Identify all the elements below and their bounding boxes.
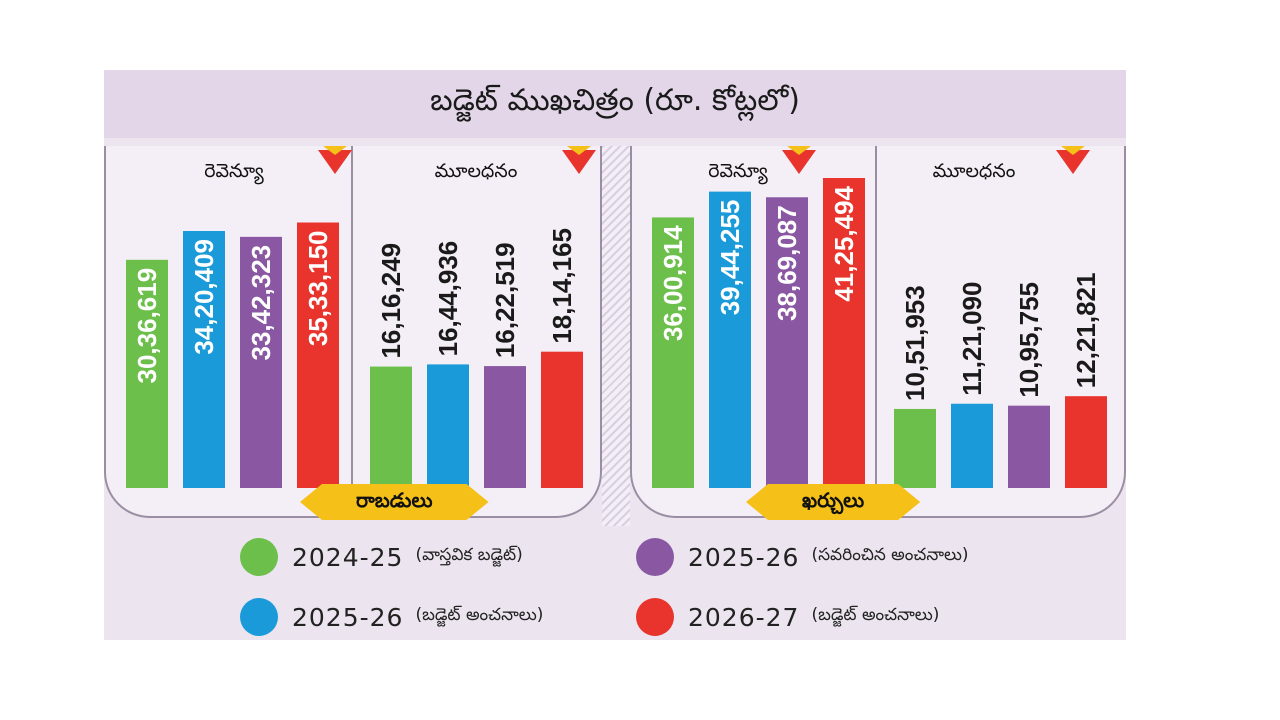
bar-value-label: 16,22,519 <box>490 242 520 358</box>
bar-value-label: 10,95,755 <box>1014 282 1044 398</box>
bar-value-label: 34,20,409 <box>189 239 219 355</box>
bar <box>541 351 583 488</box>
expenditure-section-divider <box>875 146 877 490</box>
bar <box>484 366 526 488</box>
bar <box>652 217 694 488</box>
legend-desc: (సవరించిన అంచనాలు) <box>811 545 969 565</box>
bar-value-label: 30,36,619 <box>132 268 162 384</box>
income-banner: రాబడులు <box>300 484 489 520</box>
legend-swatch <box>240 598 278 636</box>
bar <box>370 366 412 488</box>
legend-item: 2025-26 (సవరించిన అంచనాలు) <box>636 538 969 576</box>
bar-value-label: 35,33,150 <box>303 231 333 347</box>
down-arrow-icon <box>782 146 816 174</box>
down-arrow-icon <box>1056 146 1090 174</box>
expenditure-capital-label: మూలధనం <box>932 160 1016 182</box>
bar-value-label: 12,21,821 <box>1071 273 1101 389</box>
legend-desc: (బడ్జెట్ అంచనాలు) <box>811 605 940 625</box>
down-arrow-icon <box>562 146 596 174</box>
bar <box>427 364 469 488</box>
legend-item: 2024-25 (వాస్తవిక బడ్జెట్) <box>240 538 523 576</box>
bar-value-label: 16,16,249 <box>376 243 406 359</box>
income-section-divider <box>351 146 353 490</box>
bar <box>297 222 339 488</box>
bar-value-label: 10,51,953 <box>900 285 930 401</box>
budget-infographic: బడ్జెట్ ముఖచిత్రం (రూ. కోట్లలో) రెవెన్యూ… <box>104 70 1126 640</box>
bar <box>240 236 282 488</box>
bar <box>709 191 751 488</box>
bar-value-label: 16,44,936 <box>433 241 463 357</box>
bar <box>126 259 168 488</box>
bar <box>766 197 808 488</box>
bar-value-label: 38,69,087 <box>772 205 802 321</box>
panel-separator <box>602 146 630 526</box>
bar-value-label: 36,00,914 <box>658 225 688 341</box>
legend: 2024-25 (వాస్తవిక బడ్జెట్) 2025-26 (సవరి… <box>104 536 1126 640</box>
bar-value-label: 39,44,255 <box>715 200 745 316</box>
income-capital-label: మూలధనం <box>434 160 518 182</box>
legend-year: 2026-27 <box>688 602 800 632</box>
expenditure-banner: ఖర్చులు <box>746 484 920 520</box>
bar <box>823 178 865 488</box>
bar-value-label: 33,42,323 <box>246 245 276 361</box>
legend-item: 2026-27 (బడ్జెట్ అంచనాలు) <box>636 598 939 636</box>
bar <box>183 230 225 488</box>
bar-chart: 30,36,619 34,20,409 33,42,323 35,33,150 16,1… <box>126 178 1107 488</box>
legend-desc: (వాస్తవిక బడ్జెట్) <box>415 545 523 565</box>
income-revenue-label: రెవెన్యూ <box>204 160 264 182</box>
bar <box>894 408 936 488</box>
legend-year: 2025-26 <box>688 542 800 572</box>
legend-item: 2025-26 (బడ్జెట్ అంచనాలు) <box>240 598 543 636</box>
legend-desc: (బడ్జెట్ అంచనాలు) <box>415 605 544 625</box>
legend-swatch <box>636 598 674 636</box>
bar <box>1008 405 1050 488</box>
chart-title: బడ్జెట్ ముఖచిత్రం (రూ. కోట్లలో) <box>104 70 1126 138</box>
down-arrow-icon <box>318 146 352 174</box>
bar <box>1065 396 1107 488</box>
bar-value-label: 41,25,494 <box>829 185 859 301</box>
legend-year: 2025-26 <box>292 602 404 632</box>
legend-swatch <box>240 538 278 576</box>
legend-year: 2024-25 <box>292 542 404 572</box>
bar-value-label: 18,14,165 <box>547 228 577 344</box>
bar-value-label: 11,21,090 <box>957 282 987 396</box>
expenditure-revenue-label: రెవెన్యూ <box>708 160 768 182</box>
legend-swatch <box>636 538 674 576</box>
bar <box>951 403 993 488</box>
